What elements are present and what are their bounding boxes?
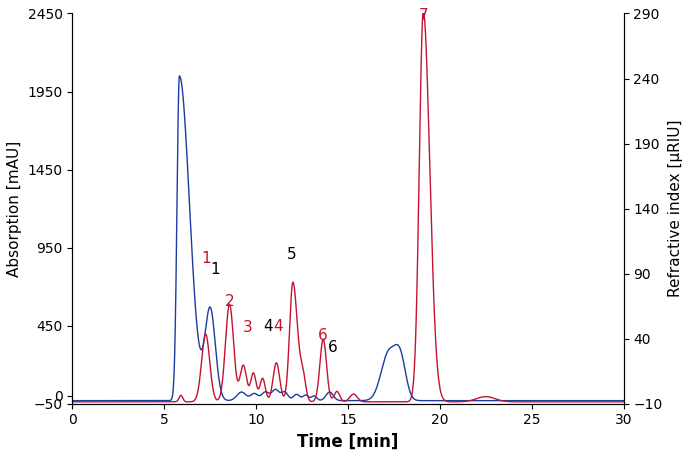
Text: 6: 6 [318, 328, 328, 343]
Y-axis label: Absorption [mAU]: Absorption [mAU] [7, 141, 22, 277]
Text: 1: 1 [210, 262, 219, 278]
Text: 2: 2 [225, 294, 235, 309]
Text: 6: 6 [328, 339, 337, 354]
Text: 1: 1 [201, 251, 210, 267]
Text: 5: 5 [287, 247, 297, 262]
X-axis label: Time [min]: Time [min] [297, 433, 399, 451]
Text: 4: 4 [264, 319, 273, 334]
Text: 3: 3 [243, 320, 253, 335]
Y-axis label: Refractive index [μRIU]: Refractive index [μRIU] [668, 120, 683, 297]
Text: 7: 7 [419, 8, 428, 23]
Text: 4: 4 [273, 319, 283, 334]
